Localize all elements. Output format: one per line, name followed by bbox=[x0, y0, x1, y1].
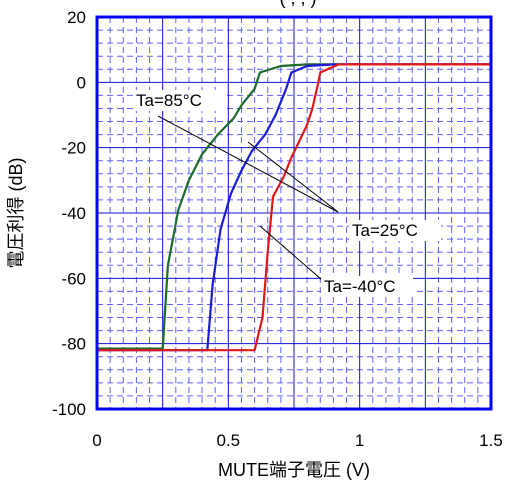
annotation-leader-0 bbox=[157, 115, 339, 213]
annotation-leader-1 bbox=[247, 141, 339, 213]
annotation-label-2: Ta=-40°C bbox=[324, 277, 396, 296]
y-axis-label: 電圧利得 (dB) bbox=[6, 157, 26, 268]
annotation-bg-0 bbox=[133, 90, 225, 111]
annotation-bg-2 bbox=[321, 276, 413, 297]
y-tick-label: -100 bbox=[52, 400, 86, 419]
annotation-group: Ta=85°C Ta=25°C Ta=-40°C bbox=[133, 90, 441, 297]
x-axis-label: MUTE端子電圧 (V) bbox=[218, 460, 370, 480]
y-tick-label: -40 bbox=[61, 204, 86, 223]
grid bbox=[97, 17, 491, 409]
y-tick-labels: 20 0 -20 -40 -60 -80 -100 bbox=[52, 8, 86, 419]
y-tick-label: 0 bbox=[77, 73, 86, 92]
y-tick-label: -60 bbox=[61, 269, 86, 288]
series-group bbox=[97, 63, 491, 352]
annotation-label-1: Ta=25°C bbox=[352, 221, 418, 240]
x-tick-label: 0.5 bbox=[217, 431, 241, 450]
annotation-leader-2 bbox=[259, 225, 323, 281]
x-tick-labels: 0 0.5 1 1.5 bbox=[92, 431, 503, 450]
y-tick-label: -20 bbox=[61, 139, 86, 158]
annotation-label-0: Ta=85°C bbox=[136, 91, 202, 110]
series-line-2 bbox=[97, 63, 491, 352]
y-tick-label: 20 bbox=[67, 8, 86, 27]
x-tick-label: 0 bbox=[92, 431, 101, 450]
series-line-0 bbox=[97, 63, 491, 350]
annotation-bg-1 bbox=[349, 220, 441, 241]
x-tick-label: 1 bbox=[355, 431, 364, 450]
x-tick-label: 1.5 bbox=[479, 431, 503, 450]
y-tick-label: -80 bbox=[61, 335, 86, 354]
chart-title-partial: ( , , ) bbox=[280, 0, 317, 8]
plot-frame bbox=[95, 15, 493, 411]
series-line-1 bbox=[97, 63, 491, 352]
